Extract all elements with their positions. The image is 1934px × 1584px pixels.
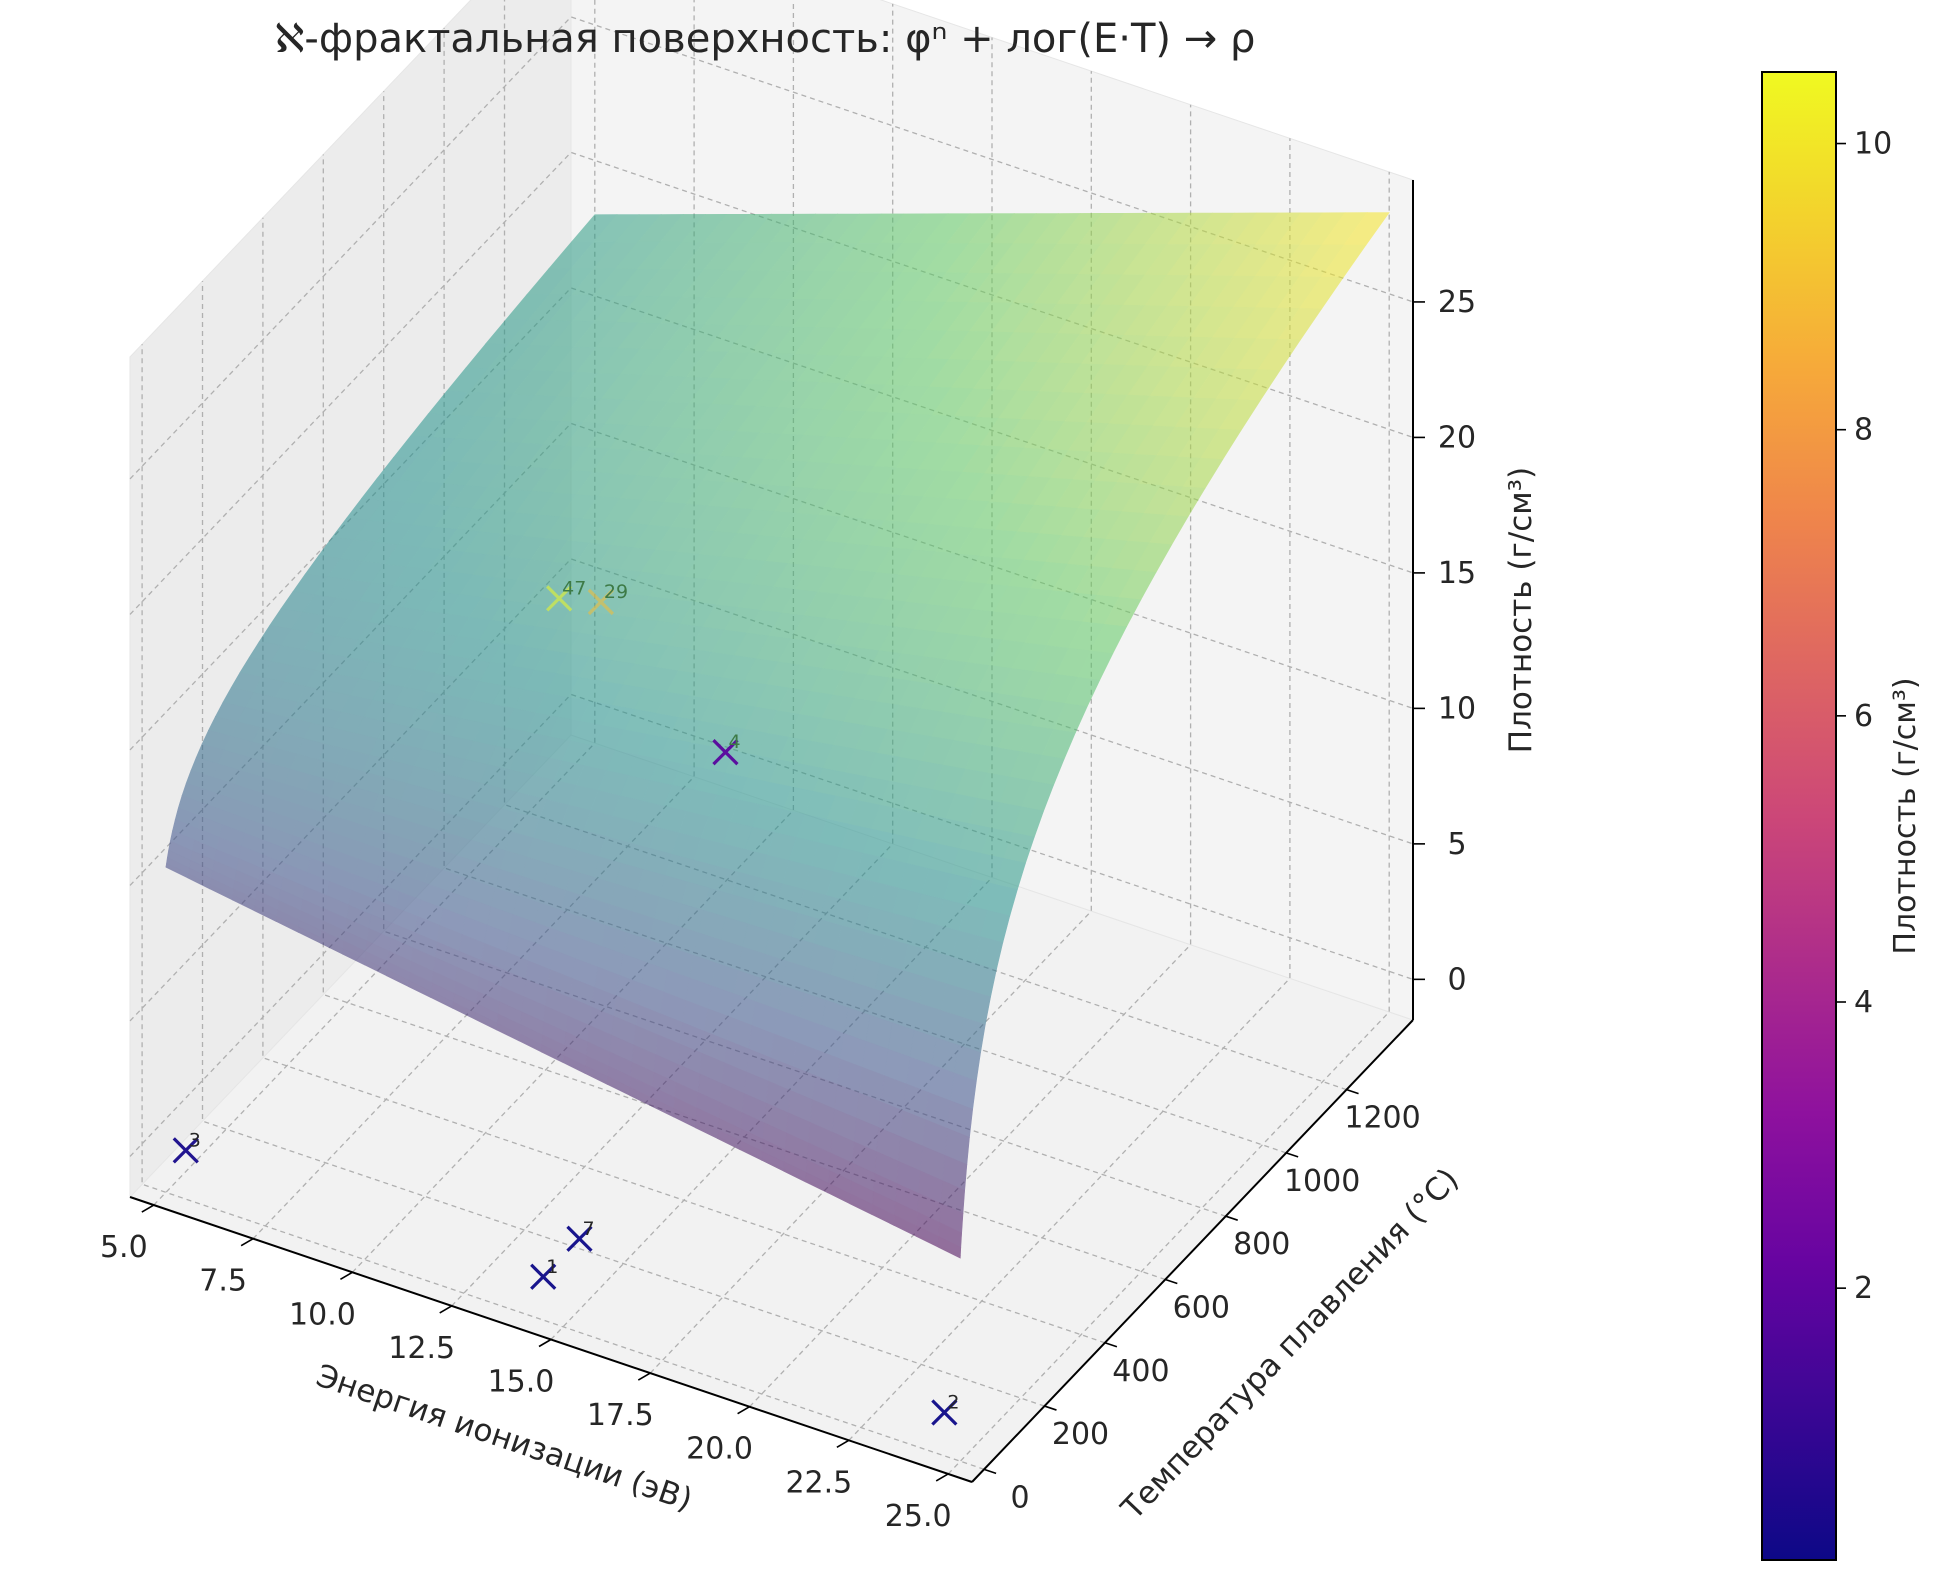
x-tick-label: 20.0 [686, 1432, 753, 1467]
surface-facet [937, 1244, 961, 1259]
y-axis-line [971, 1019, 1414, 1483]
y-tick [1346, 1088, 1359, 1095]
data-point: 7 [566, 1218, 595, 1252]
z-tick-label: 5 [1447, 827, 1466, 862]
x-tick [439, 1305, 453, 1314]
data-point: 1 [530, 1256, 558, 1290]
y-tick [1225, 1215, 1238, 1221]
x-tick-label: 7.5 [199, 1264, 247, 1299]
x-tick [637, 1372, 651, 1381]
axis-ticks [141, 301, 1425, 1482]
x-tick-label: 10.0 [289, 1297, 356, 1332]
y-tick [1165, 1278, 1178, 1285]
data-point-marker [530, 1263, 557, 1290]
colorbar-label: Плотность (г/см³) [1888, 677, 1923, 954]
data-point-marker [931, 1399, 958, 1426]
x-tick-label: 22.5 [785, 1465, 852, 1500]
x-tick-label: 15.0 [488, 1365, 555, 1400]
data-point: 4 [712, 731, 741, 766]
x-tick [340, 1271, 353, 1280]
colorbar-tick-label: 8 [1854, 413, 1873, 448]
x-tick-label: 17.5 [587, 1398, 654, 1433]
y-tick [1104, 1342, 1118, 1348]
grid-line-x [153, 0, 596, 1206]
data-point-label: 47 [562, 577, 586, 599]
x-tick-label: 5.0 [100, 1230, 148, 1265]
x-tick [737, 1406, 750, 1415]
y-tick-label: 1000 [1284, 1164, 1360, 1199]
data-point-marker [587, 588, 615, 616]
data-point-marker [566, 1225, 593, 1252]
colorbar-tick-label: 6 [1854, 699, 1873, 734]
z-axis-label: Плотность (г/см³) [1503, 467, 1539, 753]
colorbar-tick-label: 4 [1854, 985, 1873, 1020]
data-point-label: 2 [947, 1392, 959, 1414]
data-point: 47 [546, 577, 586, 612]
data-point: 3 [172, 1129, 201, 1164]
data-point-label: 7 [582, 1218, 594, 1240]
z-tick-label: 25 [1438, 285, 1476, 320]
x-tick [240, 1237, 254, 1247]
y-tick-label: 1200 [1344, 1101, 1420, 1136]
data-point: 29 [587, 581, 628, 616]
z-tick-label: 10 [1438, 691, 1476, 726]
y-tick-label: 200 [1052, 1417, 1109, 1452]
z-tick-label: 15 [1438, 556, 1476, 591]
grid-line-x [947, 171, 1390, 1475]
x-tick [935, 1473, 949, 1482]
y-tick [983, 1468, 997, 1475]
grid-line-x [848, 138, 1291, 1441]
colorbar-tick-label: 2 [1854, 1271, 1873, 1306]
data-point-label: 29 [604, 581, 628, 603]
y-tick [1285, 1152, 1299, 1158]
data-point-marker [712, 739, 739, 766]
colorbar [1761, 71, 1837, 1561]
data-point: 2 [931, 1392, 959, 1426]
z-tick-label: 20 [1438, 420, 1476, 455]
data-point-label: 3 [189, 1129, 201, 1151]
colorbar-tick-label: 10 [1854, 127, 1892, 162]
z-tick-label: 0 [1447, 962, 1466, 997]
x-tick-label: 25.0 [885, 1499, 952, 1534]
data-points: 3 1 7 2 47 29 4 [172, 577, 959, 1426]
data-point-label: 4 [728, 731, 740, 753]
tick-labels: 5.07.510.012.515.017.520.022.525.0020040… [100, 285, 1476, 1534]
data-point-marker [172, 1137, 199, 1164]
x-tick [538, 1338, 552, 1348]
x-tick-label: 12.5 [388, 1331, 455, 1366]
x-tick [836, 1439, 850, 1449]
y-tick-label: 400 [1112, 1354, 1169, 1389]
x-tick [141, 1204, 155, 1213]
surface [165, 212, 1390, 1259]
data-point-label: 1 [546, 1256, 558, 1278]
chart-title: ℵ-фрактальная поверхность: φⁿ + лог(E·T)… [275, 16, 1256, 62]
y-tick-label: 800 [1233, 1227, 1290, 1262]
data-point-marker [546, 585, 573, 612]
colorbar-ticks: 2 4 6 8 10 [1836, 127, 1892, 1306]
y-tick-label: 0 [1011, 1480, 1030, 1515]
y-tick-label: 600 [1173, 1290, 1230, 1325]
y-tick [1044, 1405, 1057, 1411]
